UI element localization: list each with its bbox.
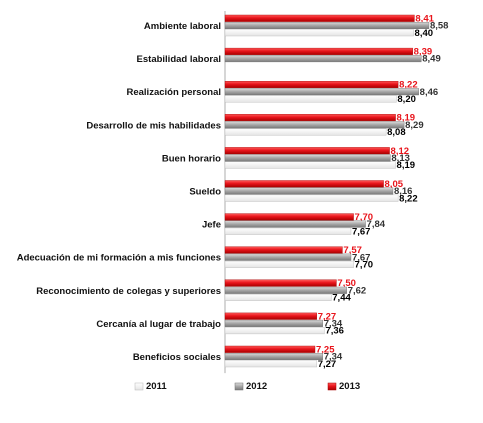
data-label-2011-beneficios-sociales: 7,27 [318, 359, 337, 370]
bar-2012-estabilidad-laboral [224, 55, 422, 63]
bar-2013-adecuacion-de-mi-formacion-a-mis-funciones [224, 246, 343, 254]
data-label-2012-jefe: 7,84 [367, 219, 386, 230]
bar-2011-sueldo [224, 194, 399, 202]
data-label-2013-ambiente-laboral: 8,41 [415, 13, 434, 24]
data-label-2011-jefe: 7,67 [352, 226, 371, 237]
data-label-2013-buen-horario: 8,12 [391, 146, 410, 157]
bar-2011-jefe [224, 227, 352, 235]
category-label-beneficios-sociales: Beneficios sociales [133, 352, 221, 363]
data-label-2013-realizacion-personal: 8,22 [399, 80, 418, 91]
data-label-2011-sueldo: 8,22 [399, 193, 418, 204]
data-label-2012-estabilidad-laboral: 8,49 [422, 54, 441, 65]
data-label-2012-ambiente-laboral: 8,58 [430, 21, 449, 32]
category-label-jefe: Jefe [202, 220, 221, 231]
data-label-2012-sueldo: 8,16 [394, 186, 413, 197]
data-label-2013-cercania-al-lugar-de-trabajo: 7,27 [318, 311, 337, 322]
data-label-2011-buen-horario: 8,19 [397, 160, 416, 171]
bar-2011-reconocimiento-de-colegas-y-superiores [224, 294, 332, 302]
data-label-2013-estabilidad-laboral: 8,39 [414, 47, 433, 58]
data-label-2011-reconocimiento-de-colegas-y-superiores: 7,44 [332, 293, 351, 304]
bar-2013-ambiente-laboral [224, 14, 415, 22]
data-label-2013-beneficios-sociales: 7,25 [316, 344, 335, 355]
bar-2013-beneficios-sociales [224, 345, 316, 353]
data-label-2012-adecuacion-de-mi-formacion-a-mis-funciones: 7,67 [352, 252, 371, 263]
data-label-2013-desarrollo-de-mis-habilidades: 8,19 [397, 113, 416, 124]
legend-swatch-2013 [327, 382, 337, 391]
bar-2011-cercania-al-lugar-de-trabajo [224, 327, 325, 335]
data-label-2011-desarrollo-de-mis-habilidades: 8,08 [387, 127, 406, 138]
bar-2013-sueldo [224, 180, 384, 188]
bar-2012-sueldo [224, 187, 394, 195]
plot-area: Ambiente laboral 8,418,588,40 Estabilidad … [17, 11, 449, 374]
category-label-cercania-al-lugar-de-trabajo: Cercanía al lugar de trabajo [96, 319, 221, 330]
legend: 2011 2012 2013 [134, 381, 360, 392]
bar-2011-desarrollo-de-mis-habilidades [224, 128, 387, 136]
bar-2011-beneficios-sociales [224, 360, 317, 368]
bar-2013-buen-horario [224, 147, 390, 155]
bar-2012-adecuacion-de-mi-formacion-a-mis-funciones [224, 253, 352, 261]
bar-2012-realizacion-personal [224, 88, 419, 96]
data-label-2012-realizacion-personal: 8,46 [420, 87, 439, 98]
legend-swatch-2011 [134, 382, 144, 391]
category-label-realizacion-personal: Realización personal [126, 87, 221, 98]
data-label-2011-realizacion-personal: 8,20 [397, 94, 416, 105]
bar-2011-ambiente-laboral [224, 29, 414, 37]
legend-swatch-2012 [234, 382, 244, 391]
bar-2013-estabilidad-laboral [224, 47, 413, 55]
category-label-estabilidad-laboral: Estabilidad laboral [137, 54, 221, 65]
legend-label-2012: 2012 [246, 381, 267, 392]
bar-2011-realizacion-personal [224, 95, 397, 103]
bar-2012-jefe [224, 220, 366, 228]
data-label-2012-beneficios-sociales: 7,34 [324, 352, 343, 363]
bar-2012-desarrollo-de-mis-habilidades [224, 121, 405, 129]
data-label-2013-sueldo: 8,05 [385, 179, 404, 190]
data-label-2013-adecuacion-de-mi-formacion-a-mis-funciones: 7,57 [343, 245, 362, 256]
bar-2013-desarrollo-de-mis-habilidades [224, 114, 396, 122]
bar-2013-cercania-al-lugar-de-trabajo [224, 312, 317, 320]
bar-2013-realizacion-personal [224, 80, 399, 88]
category-label-ambiente-laboral: Ambiente laboral [144, 21, 221, 32]
data-label-2012-desarrollo-de-mis-habilidades: 8,29 [405, 120, 424, 131]
bar-2012-buen-horario [224, 154, 391, 162]
bar-2013-reconocimiento-de-colegas-y-superiores [224, 279, 337, 287]
data-label-2011-ambiente-laboral: 8,40 [415, 28, 434, 39]
data-label-2012-buen-horario: 8,13 [391, 153, 410, 164]
data-label-2013-reconocimiento-de-colegas-y-superiores: 7,50 [337, 278, 356, 289]
bar-2011-adecuacion-de-mi-formacion-a-mis-funciones [224, 260, 354, 268]
category-label-desarrollo-de-mis-habilidades: Desarrollo de mis habilidades [86, 120, 221, 131]
bar-2011-buen-horario [224, 161, 396, 169]
bar-2012-ambiente-laboral [224, 22, 430, 30]
data-label-2013-jefe: 7,70 [355, 212, 374, 223]
category-label-adecuacion-de-mi-formacion-a-mis-funciones: Adecuación de mi formación a mis funcion… [17, 253, 221, 264]
legend-label-2011: 2011 [146, 381, 167, 392]
data-label-2011-adecuacion-de-mi-formacion-a-mis-funciones: 7,70 [355, 260, 374, 271]
bar-2012-cercania-al-lugar-de-trabajo [224, 319, 323, 327]
bar-2013-jefe [224, 213, 354, 221]
legend-label-2013: 2013 [339, 381, 360, 392]
data-label-2012-cercania-al-lugar-de-trabajo: 7,34 [324, 319, 343, 330]
bar-2012-beneficios-sociales [224, 353, 323, 361]
bar-2012-reconocimiento-de-colegas-y-superiores [224, 286, 347, 294]
category-label-reconocimiento-de-colegas-y-superiores: Reconocimiento de colegas y superiores [36, 286, 221, 297]
category-label-sueldo: Sueldo [189, 187, 221, 198]
category-label-buen-horario: Buen horario [162, 153, 221, 164]
data-label-2012-reconocimiento-de-colegas-y-superiores: 7,62 [348, 285, 367, 296]
data-label-2011-cercania-al-lugar-de-trabajo: 7,36 [325, 326, 344, 337]
